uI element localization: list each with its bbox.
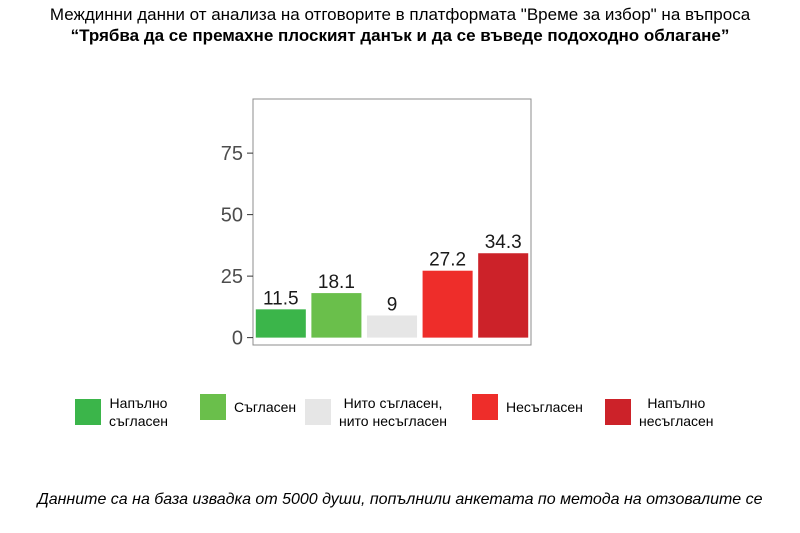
bar-4 xyxy=(478,253,529,338)
bar-0 xyxy=(255,309,306,338)
legend-item-agree: Съгласен xyxy=(200,394,296,420)
legend: Напълно съгласен Съгласен Нито съгласен, н… xyxy=(0,388,800,438)
footnote: Данните са на база извадка от 5000 души,… xyxy=(37,491,763,508)
legend-swatch-strongly-disagree xyxy=(605,399,631,425)
chart-title-question: “Трябва да се премахне плоският данък и … xyxy=(70,26,730,45)
legend-item-disagree: Несъгласен xyxy=(472,394,583,420)
y-tick-label-75: 75 xyxy=(221,143,243,165)
legend-label-neutral: Нито съгласен, нито несъгласен xyxy=(339,395,448,429)
legend-label-agree: Съгласен xyxy=(234,399,297,415)
bar-value-label-4: 34.3 xyxy=(485,232,522,253)
chart-title-line1: Междинни данни от анализа на отговорите … xyxy=(49,5,751,24)
legend-item-strongly-disagree: Напълно несъгласен xyxy=(605,394,714,430)
y-tick-label-0: 0 xyxy=(232,328,243,350)
y-tick-label-50: 50 xyxy=(221,205,243,227)
legend-label-strongly-agree: Напълно съгласен xyxy=(109,395,169,429)
legend-label-disagree: Несъгласен xyxy=(506,399,583,415)
bar-3 xyxy=(422,270,473,338)
legend-item-strongly-agree: Напълно съгласен xyxy=(75,394,168,430)
legend-swatch-strongly-agree xyxy=(75,399,101,425)
y-tick-label-25: 25 xyxy=(221,266,243,288)
legend-swatch-agree xyxy=(200,394,226,420)
bar-1 xyxy=(311,293,362,338)
legend-label-strongly-disagree: Напълно несъгласен xyxy=(639,395,714,429)
bar-value-label-1: 18.1 xyxy=(318,272,355,293)
bar-value-label-3: 27.2 xyxy=(429,250,466,271)
bar-value-label-0: 11.5 xyxy=(263,288,299,309)
plot-panel xyxy=(252,98,532,346)
bar-2 xyxy=(366,315,418,338)
bar-value-label-2: 9 xyxy=(387,294,398,315)
legend-swatch-neutral xyxy=(305,399,331,425)
legend-item-neutral: Нито съгласен, нито несъгласен xyxy=(305,394,447,430)
legend-swatch-disagree xyxy=(472,394,498,420)
